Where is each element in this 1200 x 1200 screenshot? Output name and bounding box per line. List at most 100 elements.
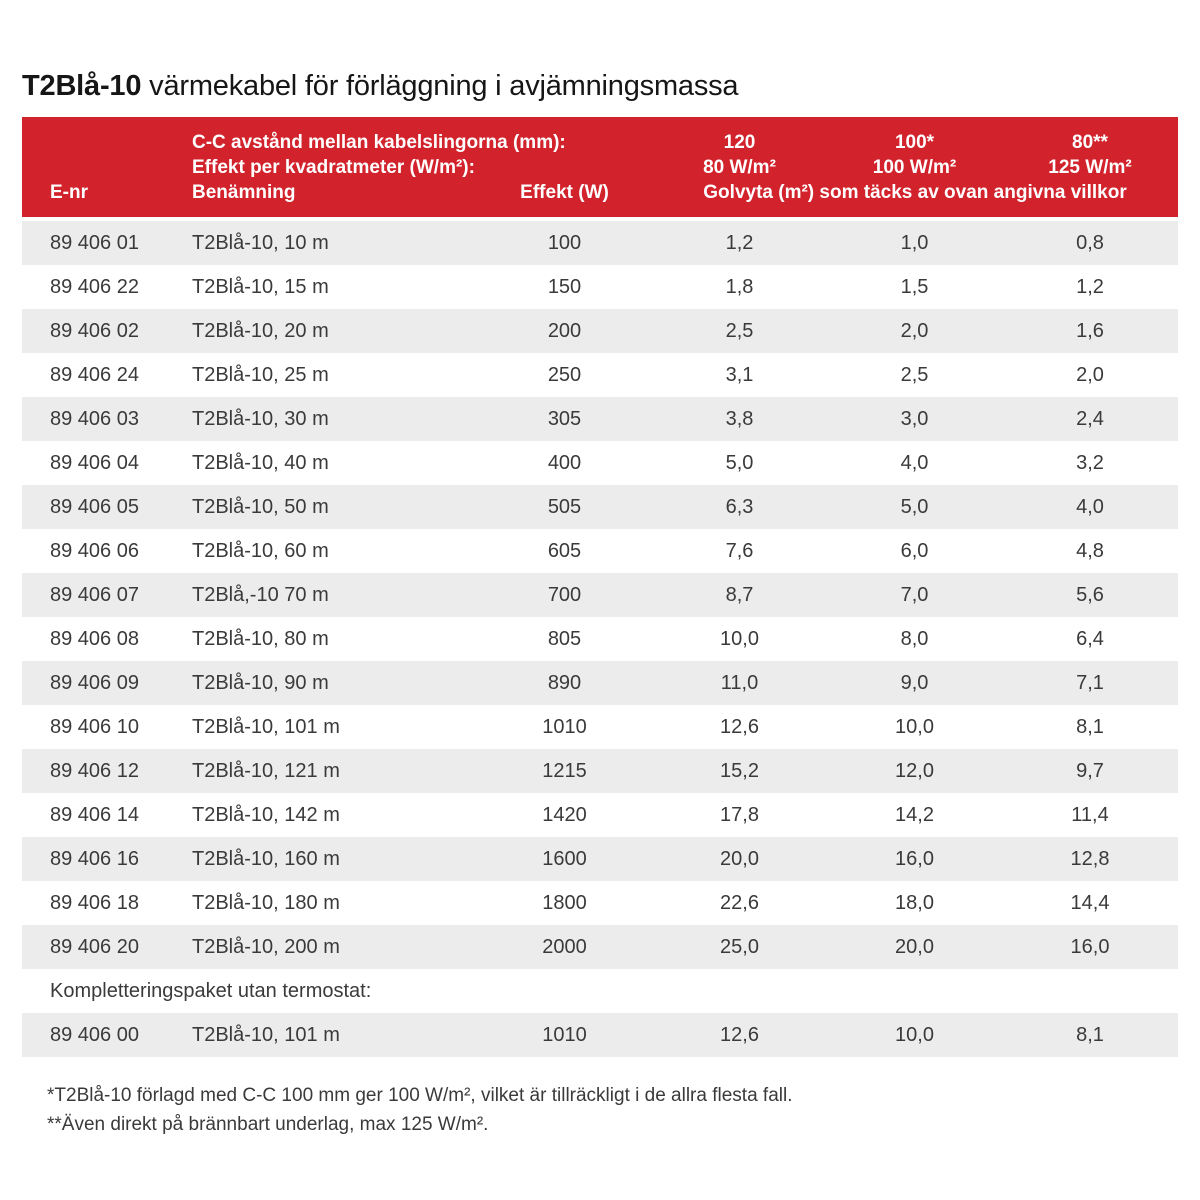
golvyta-120-cell: 25,0	[652, 925, 827, 969]
golvyta-100-cell: 9,0	[827, 661, 1002, 705]
footnote-brannbart-underlag: **Även direkt på brännbart underlag, max…	[47, 1114, 489, 1135]
header-row-effekt-per-kvm: Effekt per kvadratmeter (W/m²): 80 W/m² …	[22, 155, 1178, 180]
golvyta-100-cell: 10,0	[827, 1013, 1002, 1057]
golvyta-100-cell: 12,0	[827, 749, 1002, 793]
effekt-cell: 305	[477, 397, 652, 441]
benamning-cell: T2Blå-10, 10 m	[192, 221, 477, 265]
e-nr-cell: 89 406 00	[22, 1013, 192, 1057]
benamning-cell: T2Blå-10, 160 m	[192, 837, 477, 881]
footnotes: *T2Blå-10 förlagd med C-C 100 mm ger 100…	[47, 1081, 1178, 1139]
effekt-cell: 805	[477, 617, 652, 661]
golvyta-120-cell: 12,6	[652, 705, 827, 749]
benamning-cell: T2Blå-10, 101 m	[192, 1013, 477, 1057]
e-nr-cell: 89 406 24	[22, 353, 192, 397]
table-header: C-C avstånd mellan kabelslingorna (mm): …	[22, 117, 1178, 221]
golvyta-80-cell: 3,2	[1002, 441, 1178, 485]
table-row: 89 406 14 T2Blå-10, 142 m 1420 17,8 14,2 11,4	[22, 793, 1178, 837]
effekt-cell: 150	[477, 265, 652, 309]
benamning-cell: T2Blå-10, 40 m	[192, 441, 477, 485]
effekt-cell: 200	[477, 309, 652, 353]
header-spacer	[22, 155, 192, 180]
effekt-cell: 1600	[477, 837, 652, 881]
effekt-cell: 505	[477, 485, 652, 529]
page-title-description: värmekabel för förläggning i avjämningsm…	[141, 70, 739, 102]
effekt-cell: 250	[477, 353, 652, 397]
golvyta-120-cell: 17,8	[652, 793, 827, 837]
table-row: 89 406 06 T2Blå-10, 60 m 605 7,6 6,0 4,8	[22, 529, 1178, 573]
golvyta-100-cell: 1,0	[827, 221, 1002, 265]
golvyta-80-cell: 5,6	[1002, 573, 1178, 617]
cc-value-80: 80**	[1002, 117, 1178, 155]
e-nr-cell: 89 406 02	[22, 309, 192, 353]
benamning-cell: T2Blå-10, 30 m	[192, 397, 477, 441]
golvyta-120-cell: 5,0	[652, 441, 827, 485]
golvyta-100-cell: 14,2	[827, 793, 1002, 837]
table-row: 89 406 07 T2Blå,-10 70 m 700 8,7 7,0 5,6	[22, 573, 1178, 617]
golvyta-80-cell: 7,1	[1002, 661, 1178, 705]
effekt-cell: 1010	[477, 705, 652, 749]
effekt-cell: 1800	[477, 881, 652, 925]
table-row: 89 406 05 T2Blå-10, 50 m 505 6,3 5,0 4,0	[22, 485, 1178, 529]
golvyta-100-cell: 10,0	[827, 705, 1002, 749]
effekt-per-kvm-125: 125 W/m²	[1002, 155, 1178, 180]
golvyta-100-cell: 3,0	[827, 397, 1002, 441]
golvyta-80-cell: 1,6	[1002, 309, 1178, 353]
golvyta-120-cell: 11,0	[652, 661, 827, 705]
golvyta-80-cell: 8,1	[1002, 705, 1178, 749]
golvyta-80-cell: 16,0	[1002, 925, 1178, 969]
golvyta-100-cell: 2,0	[827, 309, 1002, 353]
header-spacer	[22, 117, 192, 155]
golvyta-80-cell: 4,0	[1002, 485, 1178, 529]
table-row: 89 406 09 T2Blå-10, 90 m 890 11,0 9,0 7,1	[22, 661, 1178, 705]
effekt-per-kvm-100: 100 W/m²	[827, 155, 1002, 180]
table-row: 89 406 22 T2Blå-10, 15 m 150 1,8 1,5 1,2	[22, 265, 1178, 309]
golvyta-100-cell: 5,0	[827, 485, 1002, 529]
effekt-cell: 605	[477, 529, 652, 573]
benamning-cell: T2Blå-10, 90 m	[192, 661, 477, 705]
golvyta-120-cell: 22,6	[652, 881, 827, 925]
column-header-benamning: Benämning	[192, 180, 477, 221]
golvyta-100-cell: 18,0	[827, 881, 1002, 925]
golvyta-80-cell: 2,4	[1002, 397, 1178, 441]
header-row-cc: C-C avstånd mellan kabelslingorna (mm): …	[22, 117, 1178, 155]
golvyta-100-cell: 16,0	[827, 837, 1002, 881]
page-title-product: T2Blå-10	[22, 70, 142, 102]
benamning-cell: T2Blå-10, 20 m	[192, 309, 477, 353]
golvyta-80-cell: 12,8	[1002, 837, 1178, 881]
golvyta-120-cell: 3,1	[652, 353, 827, 397]
table-row: 89 406 01 T2Blå-10, 10 m 100 1,2 1,0 0,8	[22, 221, 1178, 265]
golvyta-100-cell: 2,5	[827, 353, 1002, 397]
effekt-cell: 700	[477, 573, 652, 617]
benamning-cell: T2Blå-10, 25 m	[192, 353, 477, 397]
benamning-cell: T2Blå-10, 121 m	[192, 749, 477, 793]
benamning-cell: T2Blå-10, 15 m	[192, 265, 477, 309]
table-row: 89 406 12 T2Blå-10, 121 m 1215 15,2 12,0 9,7	[22, 749, 1178, 793]
table-row: 89 406 08 T2Blå-10, 80 m 805 10,0 8,0 6,4	[22, 617, 1178, 661]
header-row-columns: E-nr Benämning Effekt (W) Golvyta (m²) s…	[22, 180, 1178, 221]
golvyta-80-cell: 2,0	[1002, 353, 1178, 397]
e-nr-cell: 89 406 16	[22, 837, 192, 881]
golvyta-80-cell: 9,7	[1002, 749, 1178, 793]
e-nr-cell: 89 406 04	[22, 441, 192, 485]
e-nr-cell: 89 406 03	[22, 397, 192, 441]
golvyta-120-cell: 1,8	[652, 265, 827, 309]
column-header-effekt: Effekt (W)	[477, 180, 652, 221]
e-nr-cell: 89 406 10	[22, 705, 192, 749]
effekt-cell: 1010	[477, 1013, 652, 1057]
golvyta-80-cell: 4,8	[1002, 529, 1178, 573]
golvyta-80-cell: 14,4	[1002, 881, 1178, 925]
golvyta-80-cell: 0,8	[1002, 221, 1178, 265]
effekt-cell: 1215	[477, 749, 652, 793]
golvyta-80-cell: 11,4	[1002, 793, 1178, 837]
golvyta-80-cell: 1,2	[1002, 265, 1178, 309]
e-nr-cell: 89 406 14	[22, 793, 192, 837]
benamning-cell: T2Blå-10, 80 m	[192, 617, 477, 661]
benamning-cell: T2Blå-10, 50 m	[192, 485, 477, 529]
table-row: 89 406 18 T2Blå-10, 180 m 1800 22,6 18,0 14,4	[22, 881, 1178, 925]
golvyta-100-cell: 8,0	[827, 617, 1002, 661]
e-nr-cell: 89 406 07	[22, 573, 192, 617]
e-nr-cell: 89 406 08	[22, 617, 192, 661]
benamning-cell: T2Blå-10, 60 m	[192, 529, 477, 573]
golvyta-120-cell: 7,6	[652, 529, 827, 573]
table-row: 89 406 00 T2Blå-10, 101 m 1010 12,6 10,0 8,1	[22, 1013, 1178, 1057]
